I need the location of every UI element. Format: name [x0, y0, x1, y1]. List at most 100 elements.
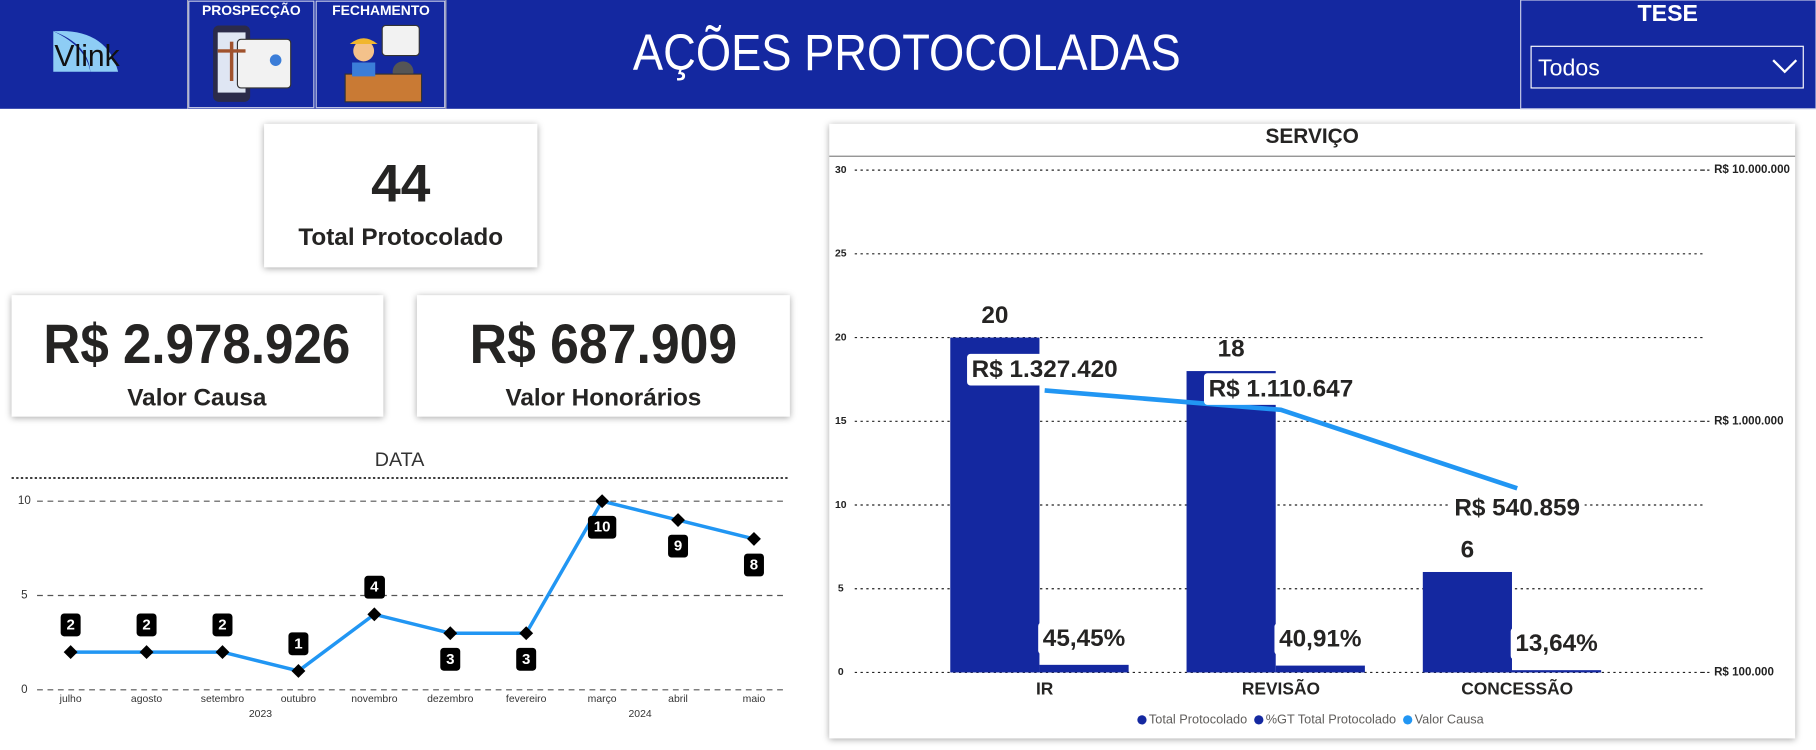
nav-button-box[interactable] — [188, 0, 315, 109]
marker — [367, 607, 382, 622]
marker — [215, 645, 230, 660]
legend-swatch — [1137, 715, 1147, 725]
x-tick-label: agosto — [131, 694, 162, 705]
marker — [671, 513, 685, 527]
data-label: 2 — [218, 616, 226, 633]
page-title: AÇÕES PROTOCOLADAS — [633, 24, 1181, 81]
x-tick-label: fevereiro — [506, 694, 547, 705]
logo-text: Vlink — [54, 40, 120, 73]
bar — [1511, 670, 1602, 673]
data-label-bg — [967, 353, 1123, 386]
y-tick-label: 5 — [838, 583, 844, 594]
data-label: 20 — [981, 302, 1008, 329]
nav-button[interactable]: FECHAMENTO — [315, 0, 446, 109]
x-tick-label: IR — [1036, 678, 1054, 698]
data-label-bg — [587, 515, 617, 539]
card-value: R$ 2.978.926 — [43, 313, 350, 375]
data-label-bg — [136, 613, 157, 637]
data-label: 4 — [370, 579, 379, 596]
data-label-bg — [668, 534, 689, 558]
logo-shape — [53, 31, 91, 72]
filter[interactable]: TESE Todos — [1520, 0, 1816, 110]
y2-tick-label: R$ 1.000.000 — [1714, 415, 1783, 427]
x-tick-label: maio — [743, 694, 766, 705]
bar — [950, 337, 1040, 673]
bar — [1422, 571, 1512, 673]
legend-label: %GT Total Protocolado — [1266, 711, 1396, 726]
legend-label: Total Protocolado — [1149, 711, 1247, 726]
line — [1044, 388, 1518, 491]
y-tick-label: 5 — [21, 590, 27, 602]
card-label: Valor Honorários — [505, 385, 701, 412]
data-label: 1 — [294, 635, 302, 652]
y-tick-label: 20 — [835, 332, 847, 343]
marker — [747, 531, 761, 546]
y2-tick-label: R$ 100.000 — [1714, 667, 1774, 679]
line — [70, 499, 755, 673]
card-label: Valor Causa — [127, 385, 267, 412]
data-label-bg — [1038, 622, 1130, 655]
x-tick-label: março — [588, 694, 617, 705]
y-tick-label: 25 — [835, 249, 847, 260]
icon — [381, 24, 420, 57]
data-label: R$ 540.859 — [1454, 495, 1580, 522]
data-label: 40,91% — [1279, 626, 1361, 653]
card — [11, 295, 384, 417]
x-tick-label: julho — [59, 694, 82, 705]
data-label-bg — [212, 613, 233, 637]
logo-shape — [53, 30, 119, 72]
logo: Vlink — [53, 30, 121, 73]
legend-label: Valor Causa — [1415, 711, 1485, 726]
data-label-bg — [60, 613, 81, 637]
marker — [63, 645, 78, 660]
card — [416, 295, 790, 417]
x-tick-label: setembro — [201, 694, 245, 705]
chart-title: DATA — [375, 449, 425, 471]
nav-label[interactable]: PROSPECÇÃO — [202, 1, 301, 18]
x-tick-label: novembro — [351, 694, 398, 705]
icon — [236, 38, 292, 89]
card-label: Total Protocolado — [298, 224, 503, 251]
y-tick-label: 0 — [21, 684, 27, 696]
data-label-bg — [516, 647, 537, 671]
y2-tick-label: R$ 10.000.000 — [1714, 164, 1790, 176]
data-label: 10 — [594, 519, 611, 536]
y-tick-label: 10 — [18, 495, 31, 507]
data-label-bg — [743, 553, 764, 577]
data-label-bg — [1449, 492, 1585, 524]
nav-button[interactable]: PROSPECÇÃO — [188, 0, 315, 109]
data-label: 3 — [446, 651, 454, 668]
dropdown-value[interactable]: Todos — [1538, 55, 1600, 81]
dropdown-chevron[interactable] — [1772, 59, 1798, 74]
data-label: R$ 1.327.420 — [972, 356, 1118, 383]
icon — [353, 40, 375, 62]
icon — [269, 54, 282, 66]
data-label: 13,64% — [1515, 630, 1597, 657]
marker — [519, 626, 534, 641]
data-label: 6 — [1461, 537, 1475, 564]
marker — [443, 626, 458, 641]
y-tick-label: 10 — [835, 500, 847, 511]
icon — [352, 62, 376, 77]
bar — [1275, 665, 1365, 673]
x-group-label: 2023 — [249, 709, 272, 720]
card-value: R$ 687.909 — [470, 313, 738, 375]
data-label: 8 — [750, 556, 758, 573]
dropdown[interactable] — [1530, 45, 1804, 89]
x-tick-label: CONCESSÃO — [1461, 678, 1573, 698]
marker — [595, 494, 610, 509]
x-tick-label: REVISÃO — [1242, 678, 1320, 698]
y-tick-label: 0 — [838, 667, 844, 678]
data-label: 2 — [66, 616, 74, 633]
data-label: 2 — [142, 616, 150, 633]
legend-swatch — [1254, 715, 1264, 725]
legend-swatch — [1403, 715, 1413, 725]
y-tick-label: 30 — [835, 165, 847, 176]
x-tick-label: abril — [668, 694, 688, 705]
card-value: 44 — [371, 155, 431, 214]
nav-label[interactable]: FECHAMENTO — [332, 2, 430, 18]
data-label: R$ 1.110.647 — [1209, 376, 1354, 403]
icon — [344, 73, 423, 103]
